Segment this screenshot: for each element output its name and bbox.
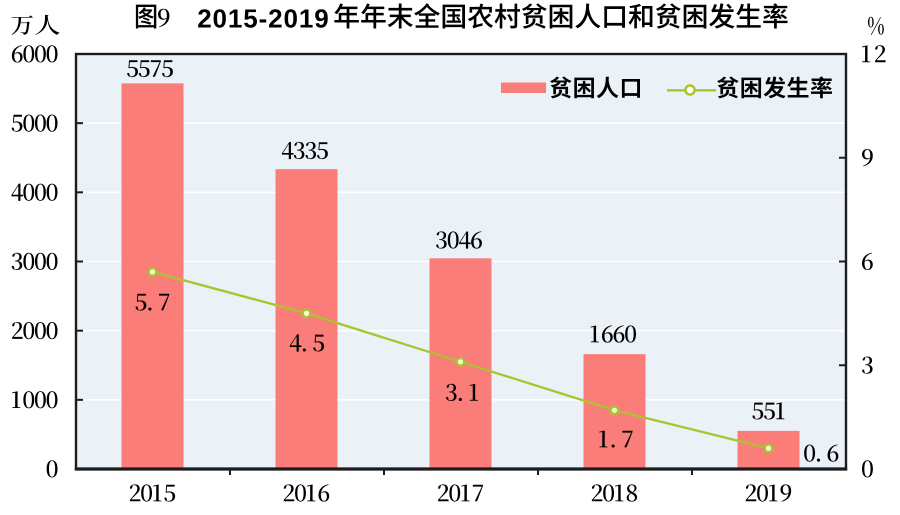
svg-text:2015-2019: 2015-2019 [197,3,329,33]
